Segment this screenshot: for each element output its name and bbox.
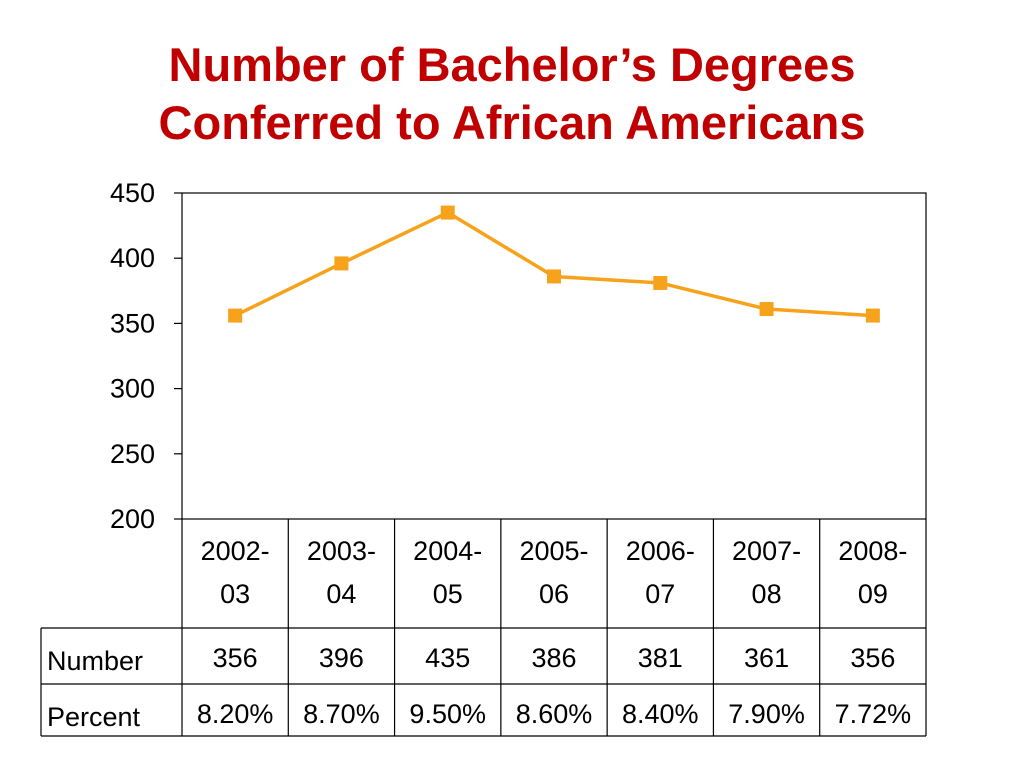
table-cell-value: 9.50% <box>409 699 486 729</box>
data-point-marker <box>440 205 455 220</box>
x-category-label: 2008- <box>838 536 907 566</box>
x-category-label: 08 <box>752 579 782 609</box>
table-cell-value: 361 <box>744 643 789 673</box>
x-category-label: 2006- <box>626 536 695 566</box>
x-category-label: 2005- <box>519 536 588 566</box>
x-category-label: 2003- <box>307 536 376 566</box>
x-category-label: 06 <box>539 579 569 609</box>
table-cell-value: 356 <box>850 643 895 673</box>
x-category-label: 2002- <box>201 536 270 566</box>
table-cell-value: 8.20% <box>197 699 274 729</box>
data-point-marker <box>228 308 243 323</box>
series-line <box>234 210 873 318</box>
table-cell-value: 8.40% <box>622 699 699 729</box>
table-cell-value: 7.90% <box>728 699 805 729</box>
y-tick-label: 200 <box>110 504 155 534</box>
data-point-marker <box>653 275 668 290</box>
y-tick-label: 350 <box>110 308 155 338</box>
x-category-label: 2007- <box>732 536 801 566</box>
table-row-label: Percent <box>47 702 141 732</box>
chart-title: Number of Bachelor’s Degrees Conferred t… <box>0 36 1024 152</box>
table-cell-value: 381 <box>638 643 683 673</box>
data-point-marker <box>759 302 774 317</box>
x-category-label: 03 <box>220 579 250 609</box>
table-cell-value: 435 <box>425 643 470 673</box>
x-category-label: 04 <box>326 579 356 609</box>
table-row-label: Number <box>47 646 143 676</box>
data-point-marker <box>547 269 561 284</box>
y-tick-label: 250 <box>110 439 155 469</box>
x-category-label: 07 <box>645 579 675 609</box>
data-point-marker <box>865 308 880 323</box>
data-point-marker <box>334 256 349 271</box>
y-tick-label: 400 <box>110 243 155 273</box>
table-cell-value: 386 <box>531 643 576 673</box>
table-cell-value: 356 <box>213 643 258 673</box>
y-tick-label: 300 <box>110 374 155 404</box>
title-line-1: Number of Bachelor’s Degrees <box>168 38 856 91</box>
plot-area-frame <box>181 192 927 520</box>
title-line-2: Conferred to African Americans <box>158 96 866 149</box>
table-cell-value: 7.72% <box>835 699 912 729</box>
table-cell-value: 396 <box>319 643 364 673</box>
x-category-label: 2004- <box>413 536 482 566</box>
table-cell-value: 8.60% <box>516 699 593 729</box>
x-category-label: 09 <box>858 579 888 609</box>
y-tick-label: 450 <box>110 178 155 208</box>
table-cell-value: 8.70% <box>303 699 380 729</box>
x-category-label: 05 <box>433 579 463 609</box>
